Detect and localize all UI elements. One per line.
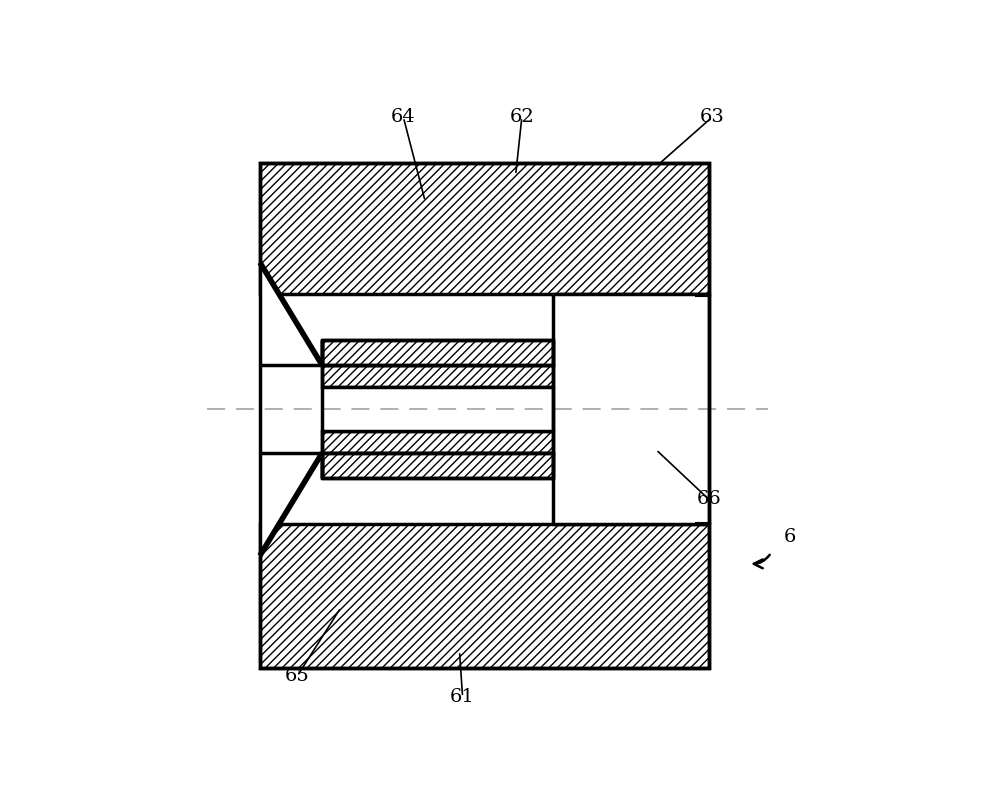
Text: 65: 65 [285, 667, 310, 685]
Polygon shape [322, 453, 553, 478]
Polygon shape [322, 431, 553, 453]
Polygon shape [322, 387, 553, 431]
Text: 62: 62 [509, 109, 534, 126]
Bar [260, 163, 709, 668]
Polygon shape [322, 340, 553, 365]
Polygon shape [260, 262, 553, 556]
Text: 6: 6 [784, 528, 796, 546]
Text: 66: 66 [697, 491, 721, 509]
Polygon shape [260, 163, 709, 294]
Polygon shape [553, 294, 709, 524]
Polygon shape [322, 365, 553, 387]
Text: 64: 64 [391, 109, 416, 126]
Text: 63: 63 [700, 109, 725, 126]
Polygon shape [260, 524, 709, 668]
Polygon shape [553, 294, 709, 524]
Text: 61: 61 [450, 688, 475, 706]
